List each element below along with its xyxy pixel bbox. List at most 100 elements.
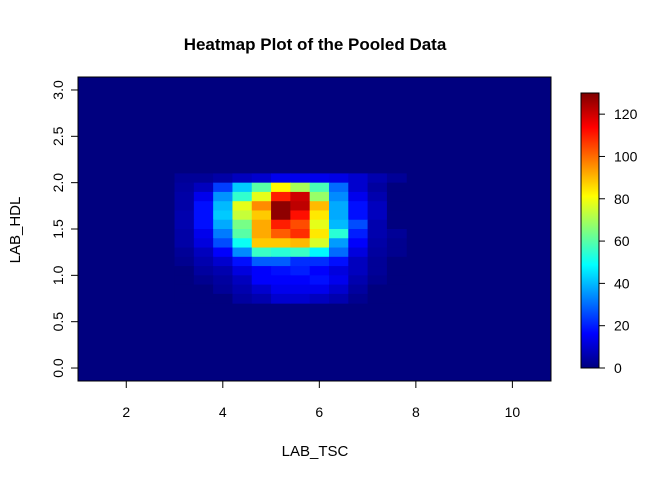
heatmap-cell — [290, 238, 311, 249]
heatmap-cell — [232, 229, 253, 239]
heatmap-cell — [309, 247, 330, 258]
y-axis: 0.0 0.5 1.0 1.5 2.0 2.5 3.0 — [50, 80, 78, 378]
heatmap-cell — [328, 210, 349, 221]
heatmap-cell — [213, 173, 233, 184]
heatmap-cell — [309, 210, 330, 221]
colorbar-ticks: 0 20 40 60 80 100 120 — [599, 106, 638, 376]
heatmap-cell — [232, 275, 253, 286]
heatmap-cell — [174, 256, 195, 267]
heatmap-cell — [309, 229, 330, 239]
heatmap-cell — [193, 219, 214, 230]
heatmap-cell — [290, 266, 311, 276]
heatmap-cell — [213, 238, 233, 249]
colorbar — [580, 92, 600, 369]
heatmap-cell — [309, 182, 330, 193]
heatmap-cell — [271, 173, 291, 184]
colorbar-tick-label: 40 — [614, 275, 630, 291]
heatmap-cell — [271, 201, 291, 211]
heatmap-cell — [232, 219, 253, 230]
heatmap-cell — [271, 238, 291, 249]
heatmap-cell — [348, 219, 369, 230]
heatmap-cell — [271, 247, 291, 258]
heatmap-cell — [290, 293, 311, 304]
heatmap-cell — [193, 275, 214, 286]
heatmap-cell — [251, 219, 272, 230]
heatmap-cell — [386, 238, 407, 249]
heatmap-cell — [367, 229, 388, 239]
heatmap-cell — [309, 201, 330, 211]
heatmap-cell — [290, 191, 311, 202]
heatmap-cell — [193, 247, 214, 258]
colorbar-tick-label: 100 — [614, 148, 638, 164]
heatmap-cell — [290, 275, 311, 286]
x-tick-label: 6 — [315, 404, 323, 420]
x-axis-label: LAB_TSC — [282, 443, 349, 460]
heatmap-cell — [232, 266, 253, 276]
heatmap-cell — [193, 238, 214, 249]
heatmap-cell — [328, 201, 349, 211]
heatmap-cell — [251, 238, 272, 249]
heatmap-cell — [193, 256, 214, 267]
heatmap-cell — [251, 182, 272, 193]
heatmap-cell — [386, 247, 407, 258]
heatmap-cell — [367, 275, 388, 286]
heatmap-cell — [271, 284, 291, 295]
heatmap-cell — [386, 182, 407, 193]
colorbar-tick-label: 20 — [614, 318, 630, 334]
heatmap-cell — [348, 284, 369, 295]
heatmap-cell — [328, 182, 349, 193]
heatmap-cell — [290, 219, 311, 230]
heatmap-cell — [271, 210, 291, 221]
heatmap-cell — [328, 266, 349, 276]
heatmap-cell — [348, 182, 369, 193]
heatmap-cell — [290, 284, 311, 295]
heatmap-cell — [348, 256, 369, 267]
heatmap-cell — [309, 266, 330, 276]
heatmap-cell — [290, 210, 311, 221]
heatmap-cell — [386, 173, 407, 184]
heatmap-cell — [290, 182, 311, 193]
heatmap-cell — [232, 191, 253, 202]
heatmap-cell — [328, 173, 349, 184]
heatmap-cell — [271, 219, 291, 230]
heatmap-cell — [348, 229, 369, 239]
heatmap-cell — [174, 293, 195, 304]
colorbar-tick-label: 80 — [614, 191, 630, 207]
heatmap-cell — [174, 182, 195, 193]
heatmap-cell — [213, 219, 233, 230]
y-tick-label: 3.0 — [50, 80, 66, 100]
heatmap-cell — [367, 293, 388, 304]
heatmap-cell — [386, 284, 407, 295]
y-axis-label: LAB_HDL — [7, 197, 24, 264]
heatmap-cell — [328, 256, 349, 267]
heatmap-cell — [367, 210, 388, 221]
heatmap-cell — [251, 247, 272, 258]
heatmap-cell — [309, 191, 330, 202]
heatmap-cell — [367, 238, 388, 249]
chart-title: Heatmap Plot of the Pooled Data — [184, 35, 447, 54]
heatmap-cell — [174, 201, 195, 211]
heatmap-cell — [328, 275, 349, 286]
heatmap-cell — [328, 293, 349, 304]
heatmap-cell — [348, 201, 369, 211]
heatmap-cell — [328, 238, 349, 249]
heatmap-cell — [174, 247, 195, 258]
y-tick-label: 2.5 — [50, 126, 66, 146]
heatmap-cell — [271, 266, 291, 276]
y-tick-label: 1.5 — [50, 219, 66, 239]
heatmap-cell — [348, 210, 369, 221]
heatmap-cell — [251, 173, 272, 184]
colorbar-tick-label: 0 — [614, 360, 622, 376]
heatmap-cell — [386, 219, 407, 230]
heatmap-cell — [232, 201, 253, 211]
heatmap-cell — [174, 275, 195, 286]
heatmap-cell — [213, 247, 233, 258]
heatmap-cell — [309, 275, 330, 286]
heatmap-cell — [386, 275, 407, 286]
heatmap-cell — [193, 191, 214, 202]
heatmap-cell — [193, 229, 214, 239]
x-tick-label: 2 — [122, 404, 130, 420]
heatmap-cell — [232, 173, 253, 184]
heatmap-cell — [271, 256, 291, 267]
